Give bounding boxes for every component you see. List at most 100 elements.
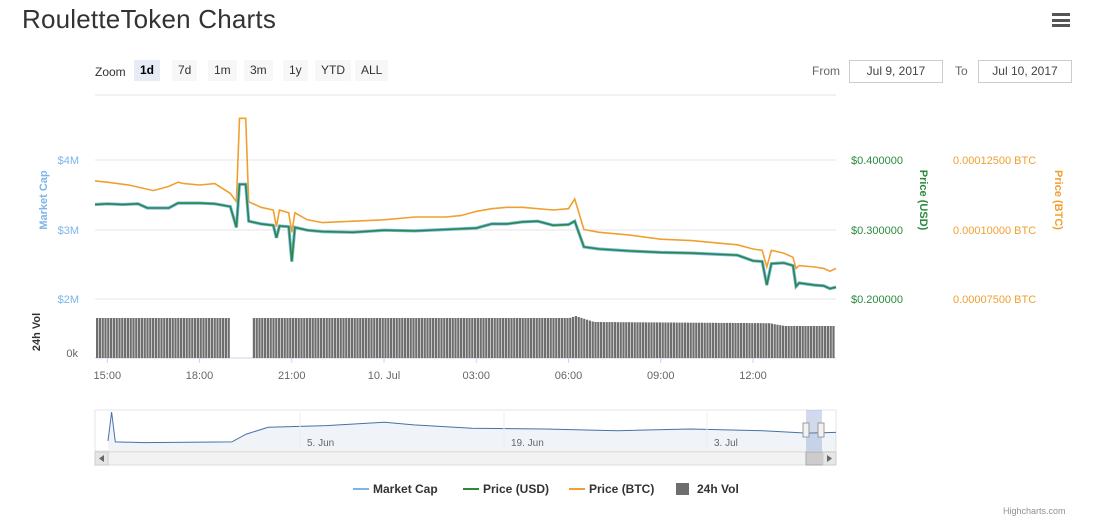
volume-bar xyxy=(219,318,222,358)
volume-bar xyxy=(280,318,283,358)
navigator-area xyxy=(108,412,836,450)
legend-price-btc[interactable]: Price (BTC) xyxy=(569,482,654,496)
volume-bar xyxy=(731,322,734,358)
volume-bar xyxy=(566,318,569,358)
volume-bar xyxy=(754,323,757,358)
volume-bar xyxy=(499,318,502,358)
navigator-right-handle[interactable] xyxy=(817,422,825,438)
volume-bar xyxy=(342,318,345,358)
volume-bar xyxy=(222,318,225,358)
price-usd-line xyxy=(94,183,837,290)
legend-label: Price (USD) xyxy=(483,482,549,496)
volume-bar xyxy=(745,323,748,358)
volume-bar xyxy=(404,318,407,358)
volume-bar xyxy=(126,318,129,358)
zoom-button-7d[interactable]: 7d xyxy=(172,60,198,81)
volume-bar xyxy=(812,326,815,358)
volume-bar xyxy=(462,318,465,358)
legend-market-cap[interactable]: Market Cap xyxy=(353,482,438,496)
volume-bar xyxy=(678,322,681,358)
volume-bar xyxy=(714,322,717,358)
volume-bar xyxy=(370,318,373,358)
volume-bar xyxy=(474,318,477,358)
volume-bar xyxy=(695,322,698,358)
navigator-left-handle[interactable] xyxy=(802,422,810,438)
volume-bar xyxy=(821,326,824,358)
legend-price-usd[interactable]: Price (USD) xyxy=(463,482,549,496)
highcharts-credits[interactable]: Highcharts.com xyxy=(1003,506,1066,516)
volume-bar xyxy=(759,323,762,358)
volume-bar xyxy=(664,322,667,358)
volume-bar xyxy=(454,318,457,358)
volume-bar xyxy=(726,322,729,358)
volume-bar xyxy=(205,318,208,358)
volume-bar xyxy=(392,318,395,358)
volume-bar xyxy=(605,322,608,358)
to-date-input[interactable]: Jul 10, 2017 xyxy=(978,60,1072,83)
volume-bar xyxy=(112,318,115,358)
zoom-button-1y[interactable]: 1y xyxy=(283,60,308,81)
price-btc-tick-label: 0.00010000 BTC xyxy=(953,225,1036,237)
volume-bar xyxy=(258,318,261,358)
zoom-button-all[interactable]: ALL xyxy=(355,60,389,81)
volume-bar xyxy=(306,318,309,358)
volume-bar xyxy=(129,318,132,358)
zoom-button-ytd[interactable]: YTD xyxy=(315,60,351,81)
volume-bar xyxy=(832,326,835,358)
legend-24h-vol[interactable]: 24h Vol xyxy=(676,482,739,496)
price-usd-tick-label: $0.400000 xyxy=(851,155,903,167)
volume-bar xyxy=(154,318,157,358)
volume-bar xyxy=(706,322,709,358)
volume-bar xyxy=(224,318,227,358)
volume-bar xyxy=(532,318,535,358)
x-axis-tick-label: 06:00 xyxy=(555,370,583,382)
volume-bar xyxy=(406,318,409,358)
volume-bar xyxy=(255,318,258,358)
market-cap-tick-label: $2M xyxy=(58,294,79,306)
volume-bar xyxy=(266,318,269,358)
volume-bar xyxy=(779,325,782,358)
volume-bar xyxy=(289,318,292,358)
zoom-button-1d[interactable]: 1d xyxy=(134,60,161,81)
volume-bar xyxy=(709,322,712,358)
volume-bar xyxy=(807,326,810,358)
price-usd-axis-title: Price (USD) xyxy=(917,170,929,231)
volume-bar xyxy=(98,318,101,358)
volume-bar xyxy=(765,323,768,358)
volume-bar xyxy=(202,318,205,358)
navigator[interactable]: 5. Jun 19. Jun 3. Jul xyxy=(94,409,837,452)
volume-bar xyxy=(334,318,337,358)
volume-bar xyxy=(667,322,670,358)
volume-bar xyxy=(308,318,311,358)
volume-bar xyxy=(681,322,684,358)
volume-bar xyxy=(653,322,656,358)
navigator-tick-label: 3. Jul xyxy=(714,438,738,449)
volume-bar xyxy=(555,318,558,358)
volume-bar xyxy=(563,318,566,358)
volume-bar xyxy=(115,318,118,358)
volume-bar xyxy=(300,318,303,358)
volume-bar xyxy=(336,318,339,358)
volume-bar xyxy=(432,318,435,358)
volume-bar xyxy=(518,318,521,358)
volume-bar xyxy=(647,322,650,358)
scrollbar[interactable] xyxy=(94,451,837,466)
from-date-input[interactable]: Jul 9, 2017 xyxy=(849,60,943,83)
volume-bar xyxy=(429,318,432,358)
x-axis-tick-label: 18:00 xyxy=(186,370,214,382)
hamburger-menu-icon[interactable] xyxy=(1052,13,1070,27)
navigator-selected-range[interactable] xyxy=(806,410,822,451)
volume-bar xyxy=(703,322,706,358)
volume-bar xyxy=(303,318,306,358)
scrollbar-thumb[interactable] xyxy=(805,451,824,466)
zoom-button-1m[interactable]: 1m xyxy=(208,60,237,81)
volume-bar xyxy=(110,318,113,358)
volume-bar xyxy=(776,324,779,358)
zoom-button-3m[interactable]: 3m xyxy=(244,60,273,81)
volume-bar xyxy=(770,323,773,358)
legend-label: Price (BTC) xyxy=(589,482,654,496)
volume-bar xyxy=(751,323,754,358)
volume-bar xyxy=(594,322,597,358)
volume-bar xyxy=(185,318,188,358)
volume-bar xyxy=(437,318,440,358)
